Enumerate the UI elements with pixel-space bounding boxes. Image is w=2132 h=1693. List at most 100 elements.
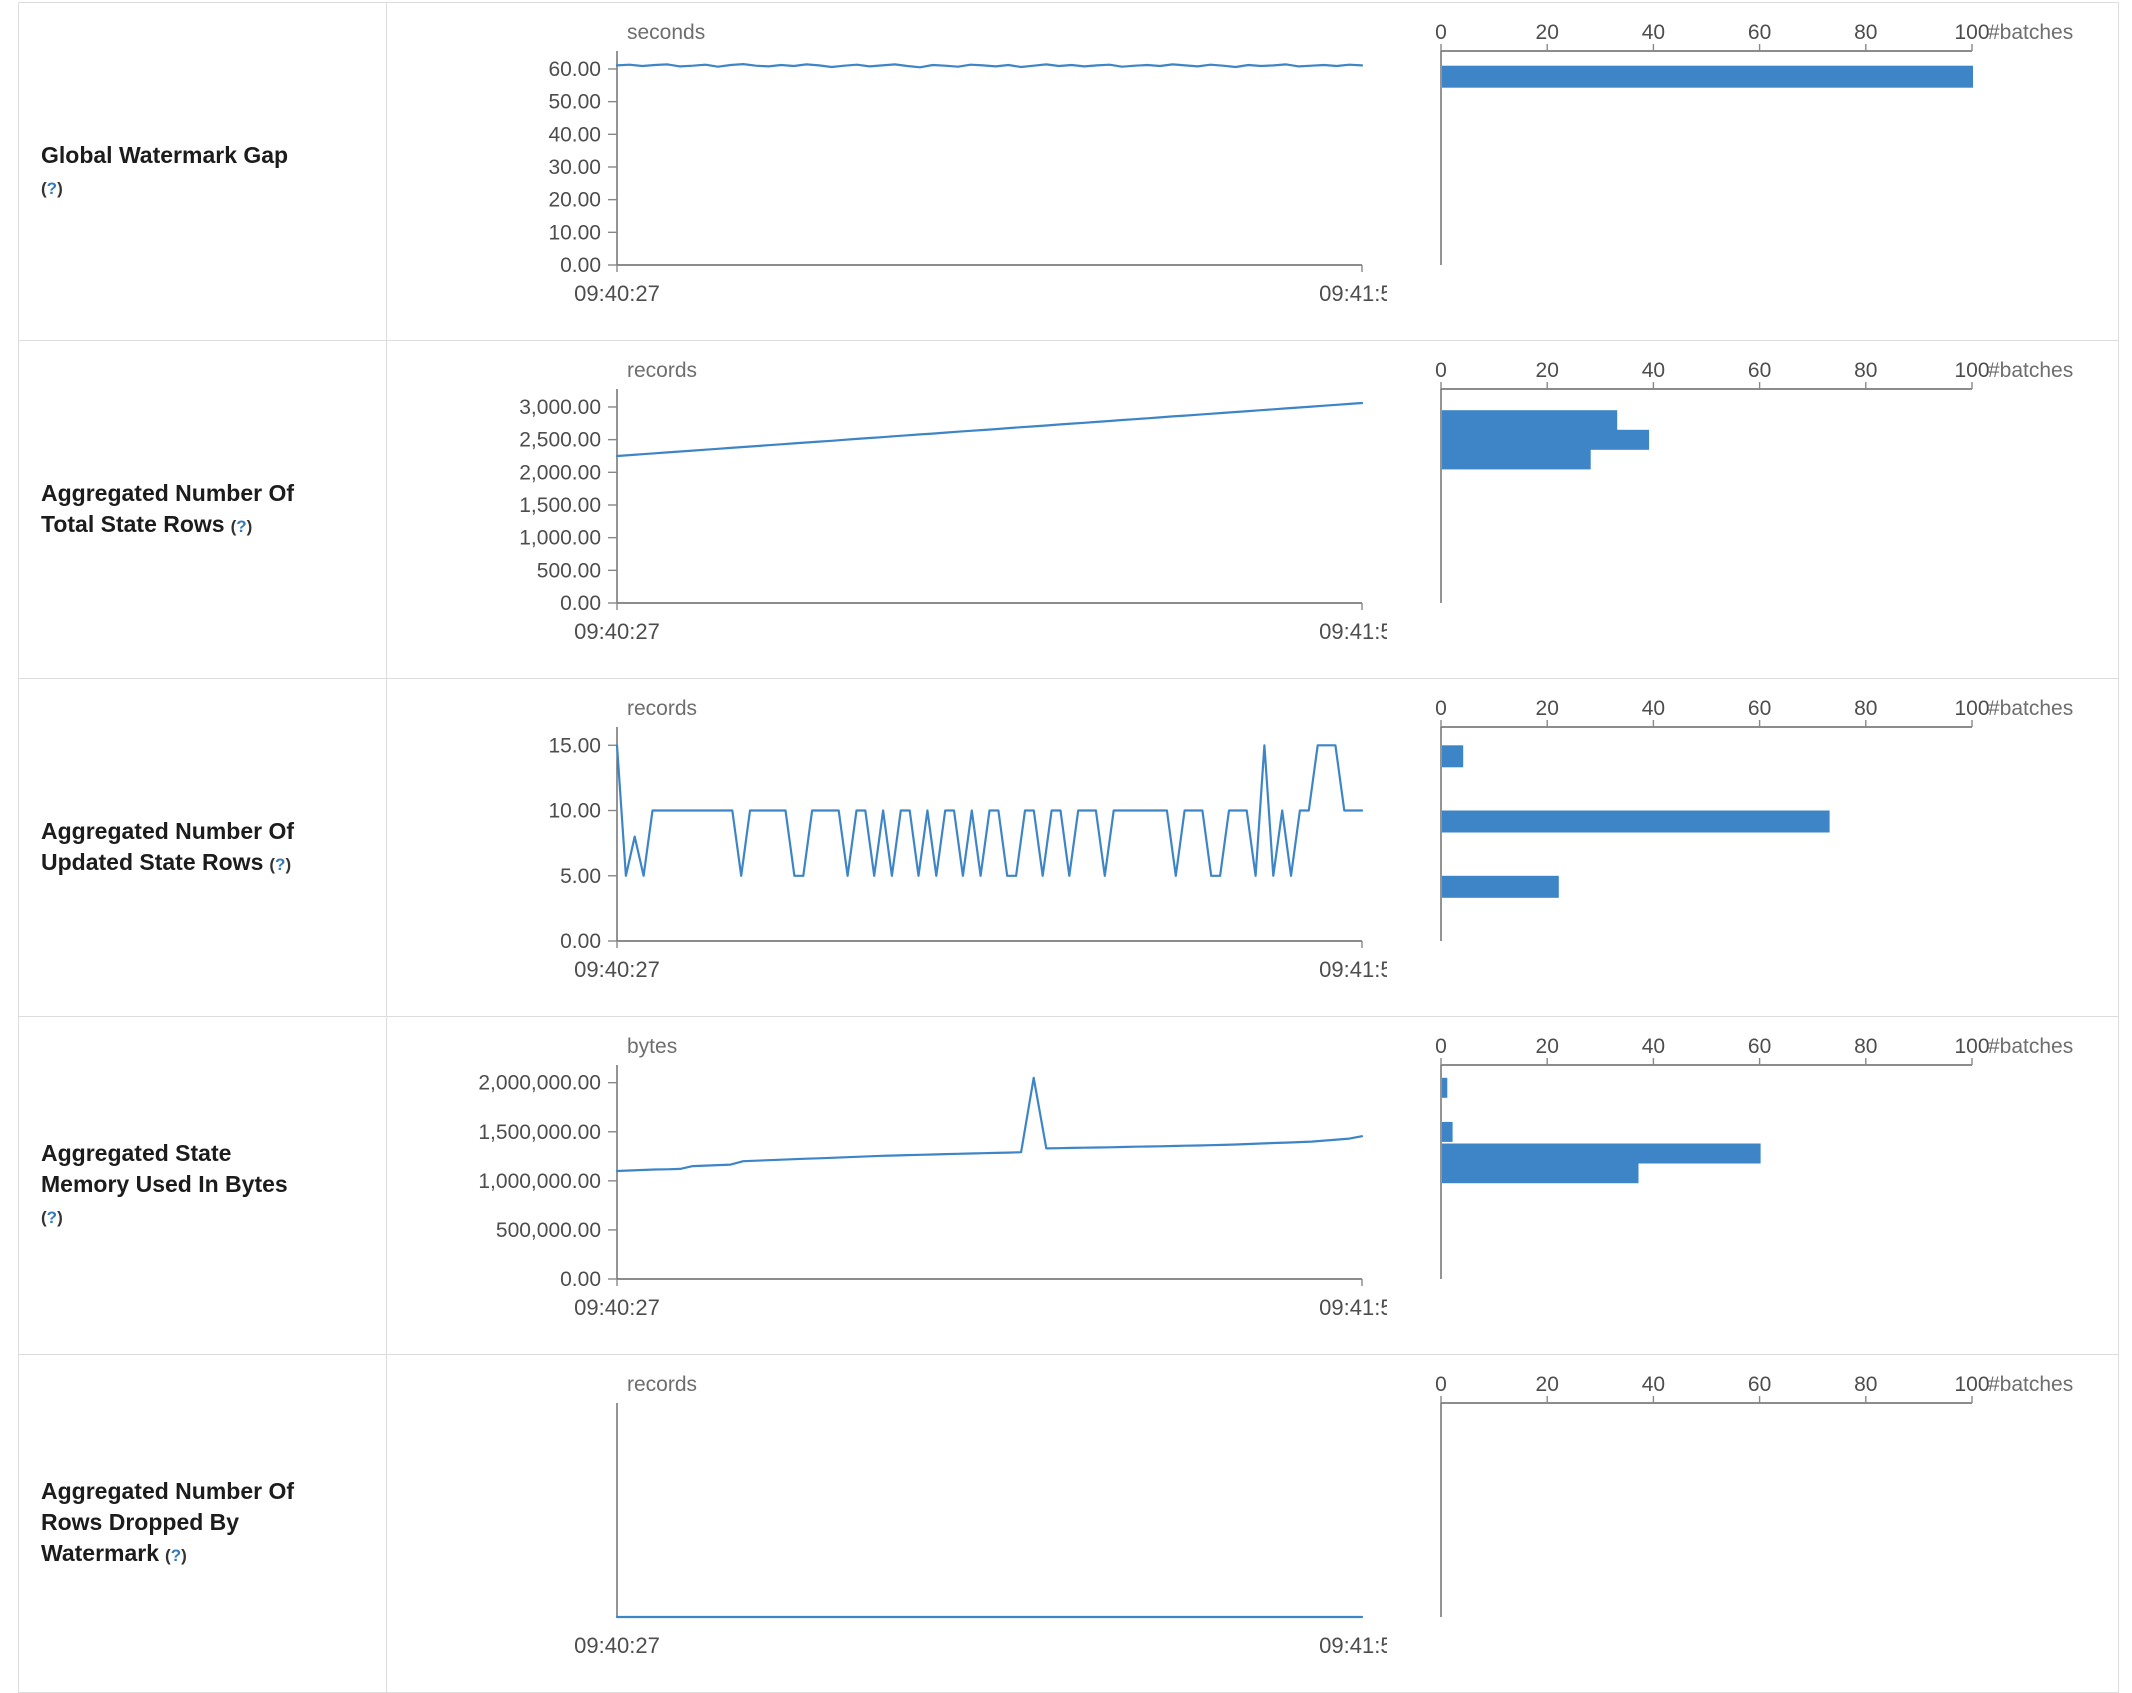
metric-row: Aggregated State Memory Used In Bytes (?) …: [19, 1017, 2118, 1355]
metric-label-cell: Aggregated Number Of Updated State Rows (?…: [19, 679, 387, 1016]
hist-x-tick-label: 60: [1748, 1035, 1771, 1058]
y-tick-label: 500,000.00: [496, 1219, 601, 1242]
y-tick-label: 30.00: [548, 156, 601, 179]
help-mark: ?: [236, 516, 247, 536]
metric-name-line: Watermark (?): [41, 1538, 368, 1571]
histogram-chart-svg: 0 20 40 60 80 100#batches: [1435, 697, 2073, 941]
histogram-chart: 0 20 40 60 80 100 #batches: [1387, 1355, 2117, 1692]
timeline-chart-svg: seconds 60.00 50.00 40.00 30.00 20.00 10.00 0.0…: [548, 21, 1387, 306]
x-axis-start-time: 09:40:27: [574, 957, 660, 982]
metric-name-text: Aggregated Number Of: [41, 817, 295, 844]
metric-label-cell: Aggregated Number Of Rows Dropped By Water…: [19, 1355, 387, 1692]
metric-name-text: Memory Used In Bytes: [41, 1171, 288, 1197]
help-open: (: [41, 178, 47, 198]
hist-bar: [1442, 1143, 1761, 1164]
metric-label-cell: Global Watermark Gap (?): [19, 3, 387, 340]
help-close: ): [246, 516, 253, 536]
hist-x-tick-label: 20: [1536, 359, 1559, 382]
y-tick-label: 2,500.00: [519, 429, 601, 452]
hist-axis-label: #batches: [1988, 697, 2073, 720]
timeline-chart-svg: records 15.00 10.00 5.00 0.00 09:40:27 09:41:5…: [548, 697, 1387, 982]
metric-name-line: Aggregated State: [41, 1138, 368, 1169]
timeline-unit-label: records: [627, 359, 697, 382]
timeline-unit-label: bytes: [627, 1035, 677, 1058]
metric-name: Global Watermark Gap (?): [41, 140, 368, 204]
y-tick-label: 1,500.00: [519, 494, 601, 517]
metric-name-line: Memory Used In Bytes: [41, 1169, 368, 1200]
y-tick-label: 0.00: [560, 930, 601, 953]
timeline-unit-label: seconds: [627, 21, 705, 44]
metric-name: Aggregated Number Of Total State Rows (?): [41, 478, 368, 542]
metric-help-line: (?): [41, 1200, 368, 1233]
hist-x-tick-label: 80: [1854, 1373, 1877, 1396]
hist-x-tick-label: 40: [1642, 1373, 1665, 1396]
hist-x-tick-label: 40: [1642, 21, 1665, 44]
y-tick-label: 1,000.00: [519, 527, 601, 550]
hist-x-tick-label: 40: [1642, 359, 1665, 382]
y-tick-label: 3,000.00: [519, 396, 601, 419]
help-close: ): [181, 1546, 187, 1565]
x-axis-start-time: 09:40:27: [574, 619, 660, 644]
help-tooltip-link[interactable]: (?): [41, 179, 63, 198]
y-tick-label: 15.00: [548, 734, 601, 757]
timeline-data-line: [615, 62, 1364, 69]
streaming-statistics-table: Global Watermark Gap (?) seconds 60.00 50.0…: [18, 2, 2119, 1693]
hist-x-tick-label: 80: [1854, 697, 1877, 720]
help-open: (: [41, 1208, 47, 1227]
hist-bar: [1442, 1077, 1448, 1098]
x-axis-end-time: 09:41:56: [1319, 281, 1387, 306]
metric-help-line: (?): [41, 171, 368, 204]
help-tooltip-link[interactable]: (?): [41, 1208, 63, 1227]
x-axis-start-time: 09:40:27: [574, 1633, 660, 1658]
metric-row: Aggregated Number Of Total State Rows (?) …: [19, 341, 2118, 679]
timeline-chart: records 09:40:27 09:41:56: [387, 1355, 1387, 1692]
hist-x-tick-label: 20: [1536, 21, 1559, 44]
y-tick-label: 0.00: [560, 254, 601, 277]
help-tooltip-link[interactable]: (?): [165, 1546, 187, 1565]
metric-name-line: Rows Dropped By: [41, 1507, 368, 1538]
help-mark: ?: [275, 854, 286, 874]
hist-bar: [1442, 1163, 1639, 1184]
hist-x-tick-label: 40: [1642, 1035, 1665, 1058]
timeline-data-line: [615, 744, 1364, 877]
hist-x-tick-label: 100: [1954, 21, 1989, 44]
hist-x-tick-label: 40: [1642, 697, 1665, 720]
histogram-chart: 0 20 40 60 80 100 #batches: [1387, 679, 2117, 1016]
help-tooltip-link[interactable]: (?): [231, 517, 253, 536]
hist-x-tick-label: 80: [1854, 1035, 1877, 1058]
hist-axis-label: #batches: [1988, 359, 2073, 382]
hist-x-tick-label: 20: [1536, 1373, 1559, 1396]
hist-x-tick-label: 0: [1435, 359, 1447, 382]
y-tick-label: 20.00: [548, 189, 601, 212]
y-tick-label: 0.00: [560, 592, 601, 615]
hist-x-tick-label: 80: [1854, 359, 1877, 382]
y-tick-label: 1,500,000.00: [478, 1121, 601, 1144]
timeline-unit-label: records: [627, 1373, 697, 1396]
hist-x-tick-label: 20: [1536, 697, 1559, 720]
help-close: ): [57, 1208, 63, 1227]
timeline-chart: bytes 2,000,000.00 1,500,000.00 1,000,000.0…: [387, 1017, 1387, 1354]
hist-x-tick-label: 60: [1748, 359, 1771, 382]
hist-axis-label: #batches: [1988, 1035, 2073, 1058]
timeline-chart: seconds 60.00 50.00 40.00 30.00 20.00 10.00 0.0…: [387, 3, 1387, 340]
hist-bar: [1442, 65, 1973, 88]
metric-row: Global Watermark Gap (?) seconds 60.00 50.0…: [19, 3, 2118, 341]
hist-axis-label: #batches: [1988, 1373, 2073, 1396]
metric-name-line: Aggregated Number Of: [41, 1476, 368, 1507]
timeline-unit-label: records: [627, 697, 697, 720]
histogram-chart-svg: 0 20 40 60 80 100#batches: [1435, 21, 2073, 265]
metric-name-text: Global Watermark Gap: [41, 141, 289, 168]
hist-bar: [1442, 810, 1830, 833]
help-tooltip-link[interactable]: (?): [269, 855, 291, 874]
help-open: (: [269, 854, 276, 874]
metric-name-text: Aggregated Number Of: [41, 479, 295, 506]
x-axis-end-time: 09:41:56: [1319, 619, 1387, 644]
hist-x-tick-label: 0: [1435, 1035, 1447, 1058]
timeline-data-line: [615, 1076, 1364, 1173]
histogram-chart: 0 20 40 60 80 100 #batches: [1387, 1017, 2117, 1354]
x-axis-end-time: 09:41:56: [1319, 1633, 1387, 1658]
hist-x-tick-label: 0: [1435, 1373, 1447, 1396]
y-tick-label: 0.00: [560, 1268, 601, 1291]
timeline-chart-svg: records 09:40:27 09:41:56: [574, 1373, 1387, 1658]
metric-name-text: Aggregated Number Of: [41, 1478, 295, 1504]
